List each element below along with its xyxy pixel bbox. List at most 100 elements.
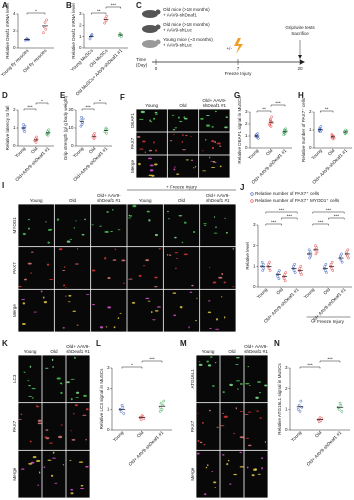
data-point (103, 17, 107, 20)
stain (237, 388, 239, 391)
micrograph (18, 204, 54, 247)
stain (139, 148, 144, 150)
stain (178, 215, 183, 217)
stain (129, 215, 133, 217)
stain (216, 142, 221, 145)
column-label: shDeaf1 #1 (66, 349, 90, 354)
sig-label: * (99, 98, 101, 103)
stain (171, 114, 175, 116)
stain (154, 111, 158, 114)
end-label: Sacrifice (291, 31, 309, 36)
sig-bracket (328, 217, 345, 220)
stain (255, 396, 259, 399)
day-label: 0 (155, 66, 158, 71)
data-point (22, 123, 25, 126)
stain (138, 162, 141, 166)
data-point (292, 264, 295, 268)
data-point (330, 133, 334, 136)
data-point (81, 117, 85, 121)
stain (21, 322, 26, 326)
stain (76, 391, 80, 394)
data-point (121, 405, 125, 409)
sig-label: *** (334, 213, 340, 218)
x-tick-label: Young (72, 146, 85, 159)
stain (211, 385, 215, 387)
y-tick-label: 1 (253, 264, 256, 269)
stain (195, 319, 197, 322)
data-point (269, 120, 273, 123)
stain (200, 117, 204, 120)
data-point (300, 273, 303, 276)
stain (91, 303, 95, 306)
column-label: Old (178, 198, 186, 203)
data-point (340, 410, 344, 413)
stain (63, 266, 66, 268)
stain (181, 134, 184, 136)
micrograph (127, 204, 163, 247)
column-label: Young (30, 198, 43, 203)
stain (185, 135, 188, 137)
data-point (93, 132, 96, 135)
panel-label: G (234, 91, 240, 100)
stain (198, 361, 201, 363)
stain (239, 451, 242, 454)
micrograph (42, 355, 66, 403)
stain (123, 282, 125, 284)
stain (22, 232, 26, 236)
stain (222, 412, 224, 414)
stain (214, 110, 217, 113)
stain (239, 466, 244, 468)
stain (222, 391, 225, 393)
data-point (340, 260, 344, 264)
y-axis-label: Relative Deaf1 mRNA level (71, 3, 76, 58)
micrograph (220, 355, 244, 403)
group-label: Young mice (~3 months) (163, 37, 213, 42)
data-point (340, 252, 343, 256)
stain (220, 425, 225, 427)
stain (235, 407, 238, 410)
stain (202, 150, 204, 152)
stain (254, 468, 257, 471)
stain (37, 422, 42, 425)
data-point (42, 31, 45, 35)
stain (148, 149, 153, 152)
stain (206, 124, 211, 127)
micrograph (42, 403, 66, 450)
data-point (343, 132, 347, 135)
stain (261, 467, 263, 470)
stain (211, 126, 214, 128)
micrograph (199, 109, 230, 132)
stain (208, 409, 211, 412)
stain (235, 364, 239, 365)
row-label: Merge (190, 467, 195, 480)
stain (69, 460, 72, 462)
stain (70, 378, 75, 380)
panel-label: E (60, 91, 66, 100)
stain (18, 285, 22, 288)
x-tick-label: Old+ AAV9-shDeaf1 #1 (306, 430, 343, 467)
mouse-icon (142, 10, 158, 18)
row-label: ATG16L1 (190, 369, 195, 389)
sig-label: ** (262, 106, 266, 111)
stain (183, 221, 187, 224)
micrograph (163, 204, 200, 247)
stain (245, 382, 250, 385)
stain (74, 263, 79, 265)
stain (22, 302, 26, 305)
micrograph (18, 355, 42, 403)
sig-bracket (312, 223, 329, 226)
y-axis-label: Relative level (245, 242, 250, 269)
data-point (282, 277, 286, 281)
stain (229, 483, 232, 485)
stain (111, 209, 114, 211)
stain (202, 170, 207, 172)
stain (190, 159, 194, 162)
y-tick-label: 2 (253, 243, 256, 248)
stain (47, 241, 50, 244)
data-point (283, 273, 286, 276)
stain (68, 294, 72, 297)
y-tick-label: 2 (13, 107, 16, 112)
column-label: shDeaf1 #1 (203, 103, 227, 108)
stain (226, 463, 229, 466)
stain (193, 167, 195, 169)
